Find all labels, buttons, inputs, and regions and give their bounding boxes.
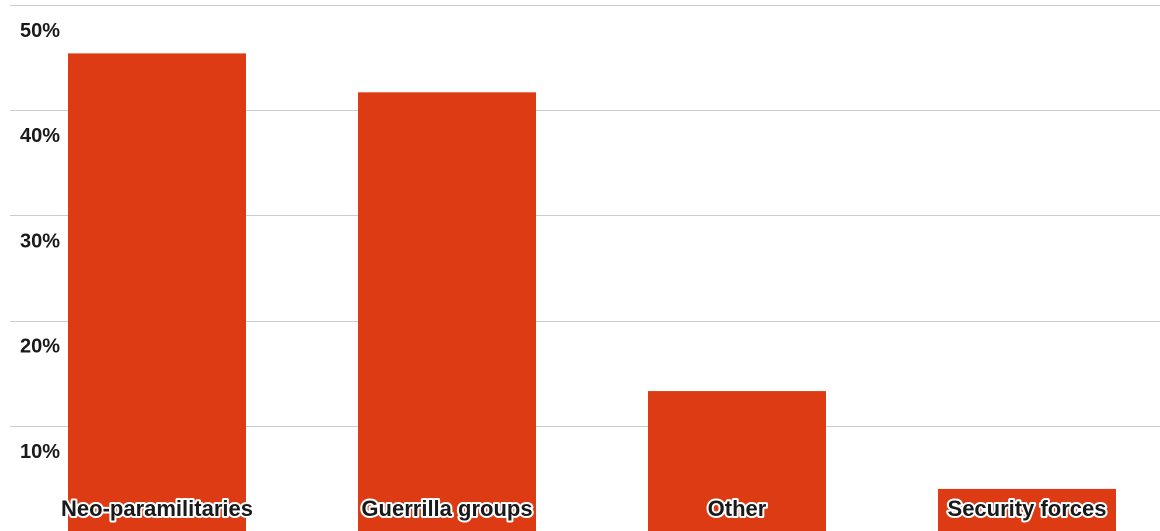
y-axis-tick-labels: 10% 20% 30% 40% 50%	[18, 18, 62, 465]
y-tick-label-30: 30%	[20, 230, 60, 252]
category-label-guerrilla-groups: Guerrilla groups	[361, 496, 532, 521]
bar-guerrilla-groups	[358, 92, 536, 531]
category-label-neo-paramilitaries: Neo-paramilitaries	[61, 496, 253, 521]
category-label-security-forces: Security forces	[948, 496, 1107, 521]
y-tick-label-10: 10%	[20, 441, 60, 463]
y-tick-label-40: 40%	[20, 125, 60, 147]
bars	[68, 53, 1116, 531]
y-tick-label-50: 50%	[20, 20, 60, 42]
bar-neo-paramilitaries	[68, 53, 246, 531]
bar-security-forces	[938, 488, 1116, 531]
category-label-other: Other	[708, 496, 767, 521]
bar-other	[648, 391, 826, 531]
y-tick-label-20: 20%	[20, 336, 60, 358]
category-labels: Neo-paramilitaries Guerrilla groups Other S…	[59, 494, 1108, 523]
